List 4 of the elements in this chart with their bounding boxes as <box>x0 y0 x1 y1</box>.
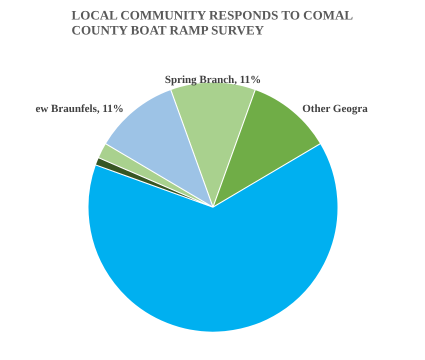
slice-label: Spring Branch, 11% <box>164 74 262 86</box>
chart-title: LOCAL COMMUNITY RESPONDS TO COMAL COUNTY BOAT RAMP SURVEY <box>72 8 354 38</box>
slice-label: ew Braunfels, 11% <box>35 103 124 116</box>
slice-label: Other Geogra <box>302 103 368 116</box>
